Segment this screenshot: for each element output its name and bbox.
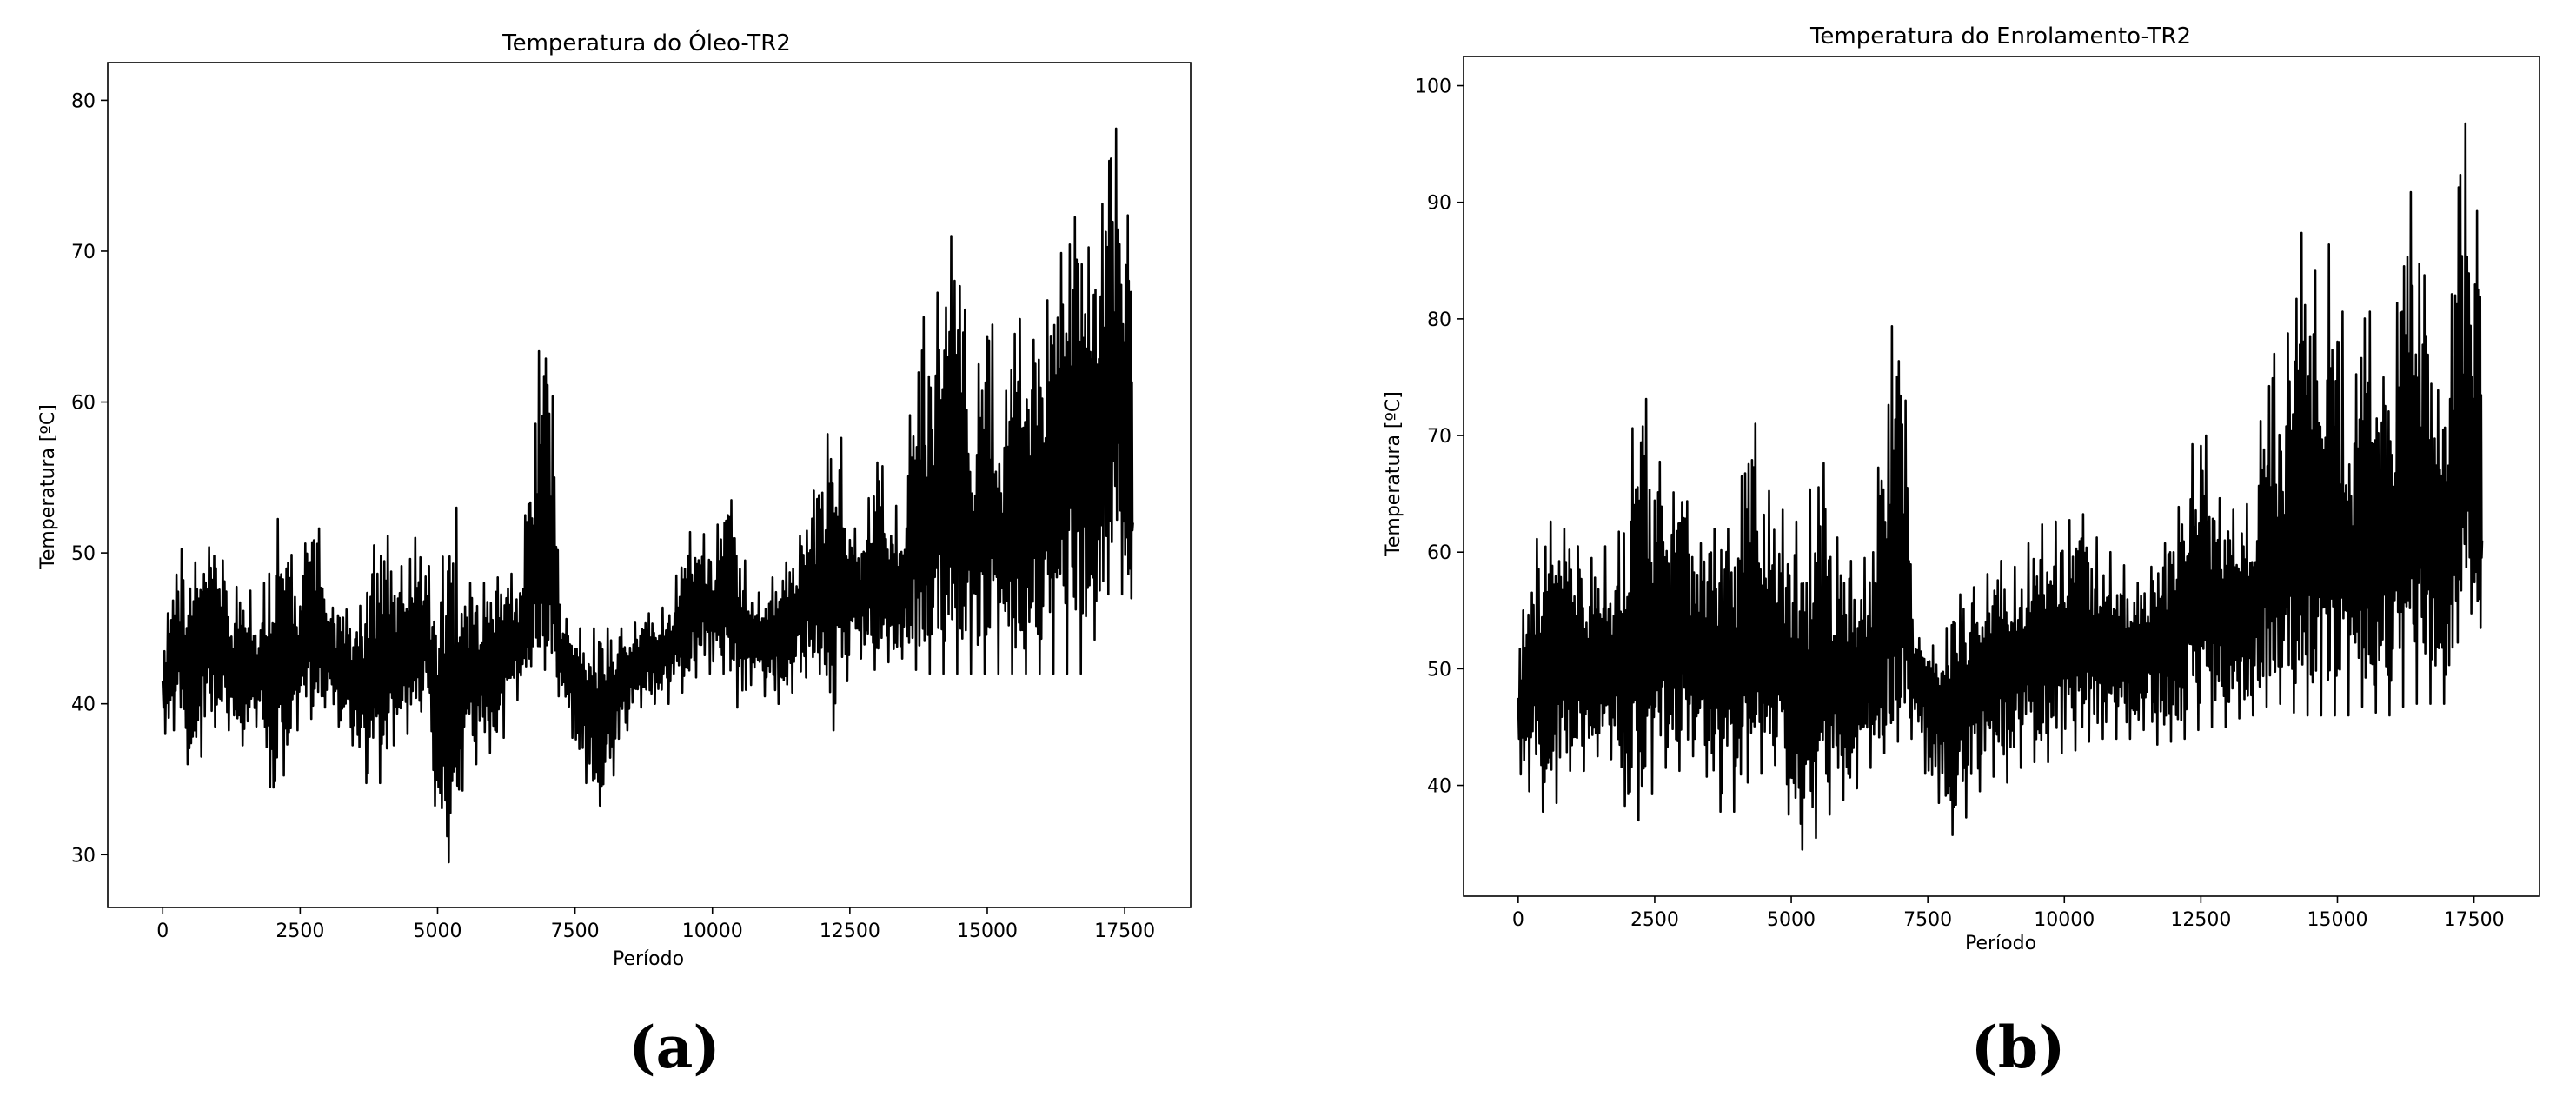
x-axis-label: Período [1965, 933, 2036, 954]
series-line [1517, 122, 2484, 851]
y-tick-label: 60 [71, 393, 96, 415]
x-tick-label: 17500 [2444, 909, 2505, 931]
chart-oil-temperature: Temperatura do Óleo-TR2 0 2500 5000 7500 100… [37, 29, 1192, 1081]
y-axis-label: Temperatura [ºC] [1383, 391, 1404, 557]
x-tick-label: 15000 [2307, 909, 2367, 931]
plot-frame [107, 62, 1192, 908]
x-tick-label: 2500 [276, 921, 324, 942]
y-tick-label: 80 [1427, 309, 1451, 331]
series-line [161, 127, 1134, 864]
y-axis: 30 40 50 60 70 80 [71, 90, 108, 867]
series-line-group [161, 127, 1134, 864]
y-tick-label: 40 [1427, 776, 1451, 798]
x-tick-label: 10000 [682, 921, 743, 942]
x-tick-label: 7500 [1903, 909, 1952, 931]
y-axis: 40 50 60 70 80 90 100 [1415, 76, 1464, 798]
x-tick-label: 12500 [2170, 909, 2231, 931]
y-tick-label: 90 [1427, 193, 1451, 215]
y-axis-label: Temperatura [ºC] [37, 404, 59, 570]
chart-title: Temperatura do Enrolamento-TR2 [1809, 23, 2191, 50]
y-tick-label: 100 [1415, 76, 1451, 98]
x-tick-label: 0 [156, 921, 169, 942]
y-tick-label: 30 [71, 845, 96, 867]
x-tick-label: 10000 [2034, 909, 2095, 931]
panel-label: (a) [628, 1014, 720, 1081]
x-tick-label: 2500 [1630, 909, 1679, 931]
y-tick-label: 50 [71, 543, 96, 565]
y-tick-label: 70 [1427, 426, 1451, 448]
x-axis: 0 2500 5000 7500 10000 12500 15000 17500 [156, 907, 1155, 942]
plot-frame [1463, 56, 2540, 897]
x-tick-label: 17500 [1094, 921, 1155, 942]
panel-label: (b) [1971, 1014, 2066, 1081]
series-line-group [1517, 122, 2484, 851]
x-tick-label: 0 [1512, 909, 1524, 931]
y-tick-label: 60 [1427, 542, 1451, 564]
x-tick-label: 15000 [957, 921, 1018, 942]
y-tick-label: 50 [1427, 659, 1451, 681]
x-tick-label: 7500 [551, 921, 600, 942]
x-axis: 0 2500 5000 7500 10000 12500 15000 17500 [1512, 896, 2505, 931]
x-tick-label: 12500 [820, 921, 880, 942]
x-tick-label: 5000 [413, 921, 461, 942]
x-tick-label: 5000 [1767, 909, 1816, 931]
y-tick-label: 80 [71, 90, 96, 112]
y-tick-label: 70 [71, 242, 96, 263]
y-tick-label: 40 [71, 695, 96, 716]
chart-title: Temperatura do Óleo-TR2 [501, 29, 791, 56]
chart-winding-temperature: Temperatura do Enrolamento-TR2 0 2500 5000… [1383, 23, 2540, 1081]
x-axis-label: Período [613, 948, 684, 970]
